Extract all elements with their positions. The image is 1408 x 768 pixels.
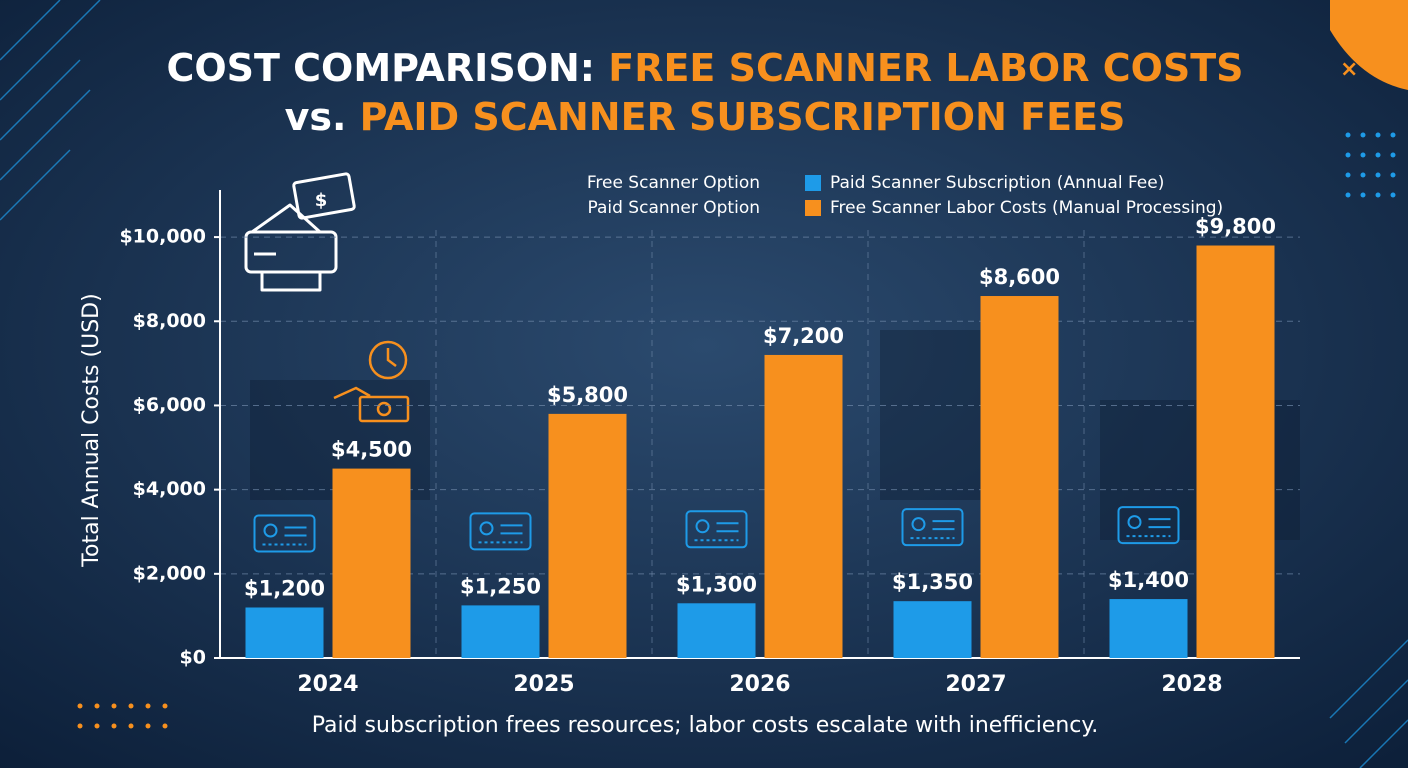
value-label: $1,250 [460, 574, 541, 598]
bar [764, 354, 843, 658]
bar [548, 413, 627, 658]
legend-swatch [805, 200, 821, 216]
value-label: $1,200 [244, 576, 325, 600]
value-label: $1,400 [1108, 568, 1189, 592]
chart-title: vs. PAID SCANNER SUBSCRIPTION FEES [285, 95, 1126, 139]
dot-grid [1345, 132, 1396, 198]
value-label: $4,500 [331, 438, 412, 462]
bar [461, 605, 540, 658]
card-icon-avatar [911, 517, 926, 532]
bar [893, 601, 972, 658]
y-tick-label: $6,000 [133, 394, 206, 416]
caption: Paid subscription frees resources; labor… [312, 713, 1099, 738]
x-tick-label: 2027 [945, 672, 1006, 697]
card-icon [253, 514, 316, 553]
y-tick-label: $10,000 [119, 226, 206, 248]
value-label: $8,600 [979, 265, 1060, 289]
scanner-icon [244, 172, 356, 292]
decor-x: × [1340, 57, 1358, 82]
card-icon [685, 510, 748, 549]
legend-label: Free Scanner Labor Costs (Manual Process… [830, 198, 1223, 218]
bar [332, 468, 411, 658]
title-part: PAID SCANNER SUBSCRIPTION FEES [360, 95, 1126, 139]
x-tick-label: 2026 [729, 672, 790, 697]
card-icon-frame [685, 510, 748, 549]
card-icon-avatar [695, 519, 710, 534]
y-tick-label: $4,000 [133, 478, 206, 500]
card-icon-frame [1117, 506, 1180, 545]
y-tick-label: $8,000 [133, 310, 206, 332]
bar [1196, 245, 1275, 658]
card-icon-avatar [479, 521, 494, 536]
bar [1109, 599, 1188, 658]
x-tick-label: 2028 [1161, 672, 1222, 697]
value-label: $7,200 [763, 324, 844, 348]
x-tick-label: 2024 [297, 672, 358, 697]
legend-group-label: Paid Scanner Option [587, 198, 760, 218]
title-part: FREE SCANNER LABOR COSTS [608, 46, 1243, 90]
bar [245, 607, 324, 658]
card-icon [901, 508, 964, 547]
card-icon-frame [901, 508, 964, 547]
value-label: $1,300 [676, 572, 757, 596]
legend-label: Paid Scanner Subscription (Annual Fee) [830, 173, 1164, 193]
title-part: vs. [285, 95, 360, 139]
y-axis-label: Total Annual Costs (USD) [79, 293, 104, 567]
value-label: $9,800 [1195, 215, 1276, 239]
card-icon [1117, 506, 1180, 545]
y-tick-label: $0 [180, 647, 206, 669]
dot-grid-orange [77, 703, 168, 729]
y-tick-label: $2,000 [133, 562, 206, 584]
card-icon [469, 512, 532, 551]
legend-swatch [805, 175, 821, 191]
chart-title: COST COMPARISON: FREE SCANNER LABOR COST… [166, 46, 1243, 90]
icon-symbol: $ [315, 190, 328, 211]
bar [677, 603, 756, 658]
value-label: $5,800 [547, 383, 628, 407]
card-icon-avatar [1127, 515, 1142, 530]
corner-accent [1330, 0, 1408, 90]
labor-icon [333, 340, 410, 423]
title-part: COST COMPARISON: [166, 46, 608, 90]
bar [980, 296, 1059, 658]
legend-group-label: Free Scanner Option [587, 173, 760, 193]
card-icon-avatar [263, 523, 278, 538]
card-icon-frame [253, 514, 316, 553]
x-tick-label: 2025 [513, 672, 574, 697]
value-label: $1,350 [892, 570, 973, 594]
card-icon-frame [469, 512, 532, 551]
